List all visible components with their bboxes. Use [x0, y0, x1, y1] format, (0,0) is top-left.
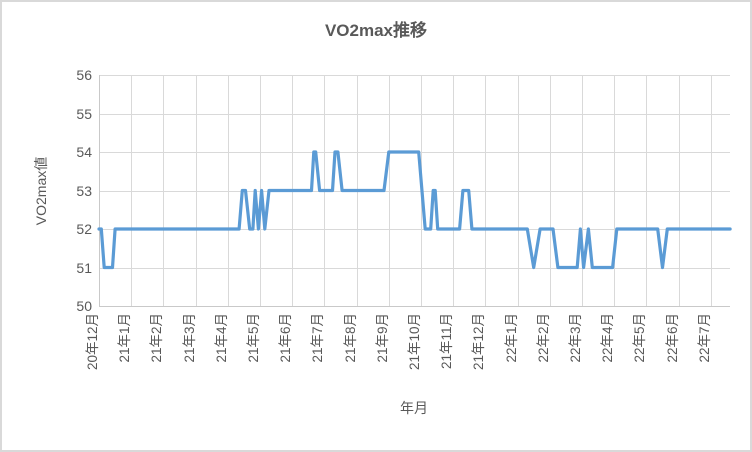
y-axis-tick-label: 52	[76, 221, 92, 237]
y-axis-tick-label: 50	[76, 298, 92, 314]
gridline-vertical	[549, 75, 551, 306]
gridline-horizontal	[99, 113, 730, 115]
y-axis-tick-label: 51	[76, 259, 92, 276]
gridline-vertical	[227, 75, 229, 306]
gridline-vertical	[131, 75, 133, 306]
chart-title: VO2max推移	[324, 21, 428, 40]
y-axis-tick-label: 53	[76, 182, 92, 199]
gridline-vertical	[582, 75, 583, 306]
gridline-horizontal	[99, 229, 730, 230]
gridline-horizontal	[99, 190, 730, 192]
gridline-vertical	[195, 75, 197, 306]
y-axis-tick-label: 55	[76, 105, 92, 122]
y-axis-line	[99, 75, 100, 306]
y-axis-tick-label: 54	[76, 144, 92, 160]
gridline-vertical	[453, 75, 455, 306]
x-axis-line	[99, 306, 730, 307]
gridline-horizontal	[99, 75, 730, 76]
gridline-vertical	[163, 75, 165, 306]
gridline-vertical	[678, 75, 680, 306]
y-axis-tick-label: 56	[76, 67, 92, 83]
gridline-vertical	[614, 75, 616, 306]
gridline-vertical	[646, 75, 648, 306]
gridline-vertical	[710, 75, 712, 306]
x-axis-title: 年月	[400, 400, 428, 416]
gridline-vertical	[388, 75, 390, 306]
gridline-vertical	[485, 75, 487, 306]
gridline-vertical	[517, 75, 519, 306]
y-axis-title: VO2max値	[33, 156, 49, 226]
gridline-horizontal	[99, 267, 730, 269]
